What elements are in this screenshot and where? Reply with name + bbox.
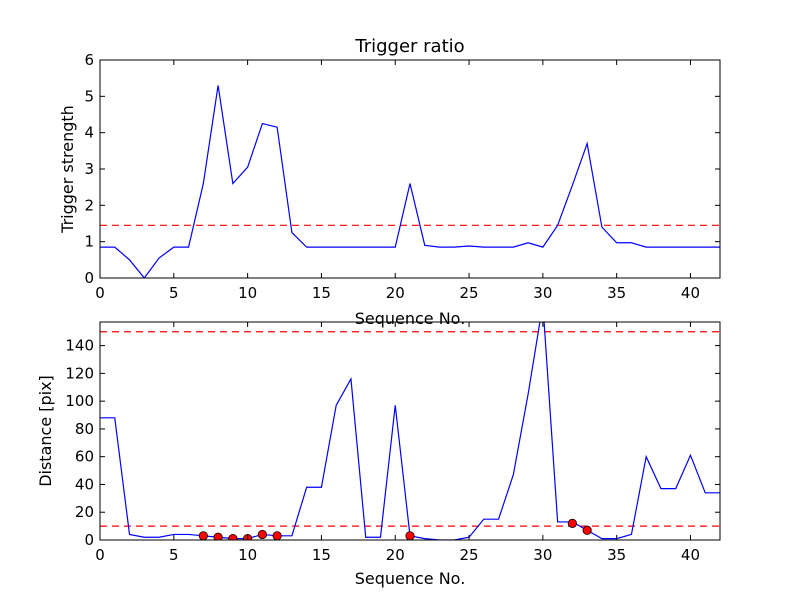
data-point-marker xyxy=(405,531,415,540)
chart-title: Trigger ratio xyxy=(354,36,464,57)
data-point-marker xyxy=(228,534,238,540)
data-point-marker xyxy=(582,525,592,535)
y-tick-label: 100 xyxy=(65,392,94,410)
x-tick-label: 5 xyxy=(169,546,179,564)
y-tick-label: 1 xyxy=(84,233,94,251)
y-axis-label-trigger: Trigger strength xyxy=(58,105,77,234)
y-tick-label: 0 xyxy=(84,531,94,549)
x-tick-label: 25 xyxy=(460,546,479,564)
x-tick-label: 15 xyxy=(312,284,331,302)
x-axis-label-trigger: Sequence No. xyxy=(355,309,466,328)
y-tick-label: 2 xyxy=(84,196,94,214)
axis-ticks-trigger: 0 5 10 15 20 25 30 35 40 0 1 2 3 4 5 6 xyxy=(84,51,720,302)
plot-area-trigger xyxy=(100,85,720,278)
y-tick-label: 4 xyxy=(84,124,94,142)
x-tick-label: 10 xyxy=(238,546,257,564)
x-tick-label: 30 xyxy=(533,284,552,302)
x-tick-label: 40 xyxy=(681,546,700,564)
series-line-trigger xyxy=(100,85,720,278)
y-tick-label: 3 xyxy=(84,160,94,178)
axis-ticks-distance: 0 5 10 15 20 25 30 35 40 0 20 40 60 80 100 120 140 xyxy=(65,322,720,564)
y-axis-label-distance: Distance [pix] xyxy=(36,375,55,487)
x-tick-label: 20 xyxy=(386,546,405,564)
chart-distance: 0 5 10 15 20 25 30 35 40 0 20 40 60 80 100 120 140 Seque… xyxy=(36,321,721,588)
data-point-marker xyxy=(213,532,223,540)
x-tick-label: 0 xyxy=(95,284,105,302)
plot-frame-distance xyxy=(99,321,721,541)
x-tick-label: 25 xyxy=(460,284,479,302)
y-tick-label: 20 xyxy=(75,503,94,521)
x-tick-label: 20 xyxy=(386,284,405,302)
x-tick-label: 15 xyxy=(312,546,331,564)
y-tick-label: 6 xyxy=(84,51,94,69)
y-tick-label: 140 xyxy=(65,337,94,355)
x-axis-label-distance: Sequence No. xyxy=(355,569,466,588)
chart-trigger-ratio: Trigger ratio 0 5 10 15 20 25 30 35 40 0 1 2 3 4 5 6 Se… xyxy=(58,36,721,328)
y-tick-label: 60 xyxy=(75,448,94,466)
data-point-marker xyxy=(567,518,577,528)
x-tick-label: 30 xyxy=(533,546,552,564)
x-tick-label: 10 xyxy=(238,284,257,302)
x-tick-label: 35 xyxy=(607,546,626,564)
y-tick-label: 0 xyxy=(84,269,94,287)
y-tick-label: 120 xyxy=(65,364,94,382)
y-tick-label: 80 xyxy=(75,420,94,438)
x-tick-label: 40 xyxy=(681,284,700,302)
y-tick-label: 5 xyxy=(84,87,94,105)
y-tick-label: 40 xyxy=(75,475,94,493)
data-point-marker xyxy=(272,531,282,540)
data-point-marker xyxy=(257,529,267,540)
x-tick-label: 35 xyxy=(607,284,626,302)
x-tick-label: 5 xyxy=(169,284,179,302)
x-tick-label: 0 xyxy=(95,546,105,564)
data-point-marker xyxy=(198,531,208,540)
plot-frame-trigger xyxy=(99,59,721,279)
